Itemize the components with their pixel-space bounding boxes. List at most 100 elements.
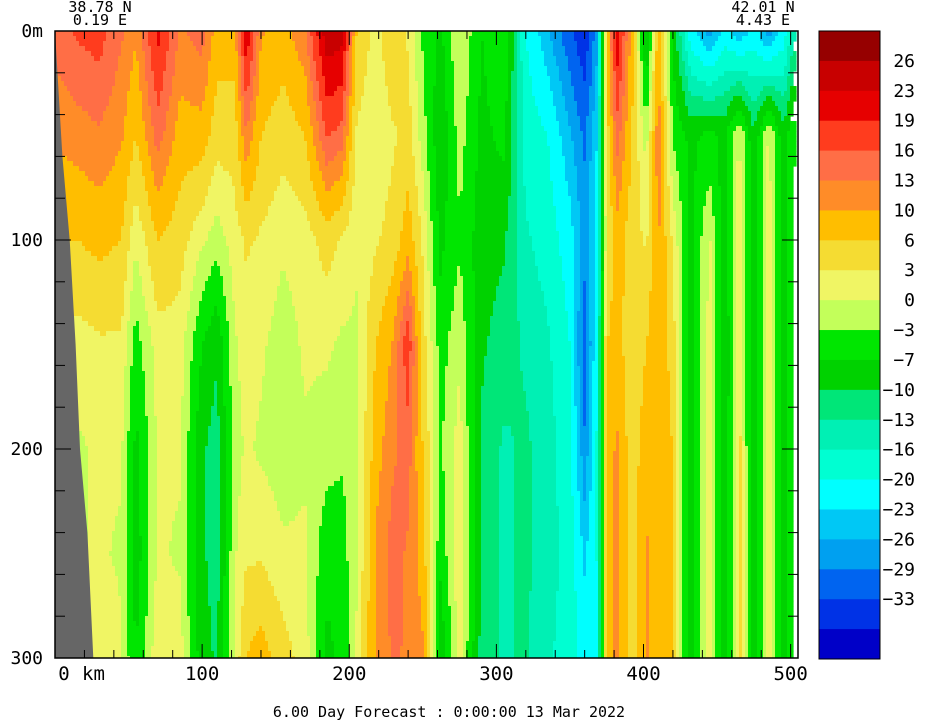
heat-cell bbox=[658, 121, 662, 127]
heat-cell bbox=[772, 376, 776, 382]
heat-cell bbox=[322, 56, 344, 62]
heat-cell bbox=[679, 106, 689, 112]
heat-cell bbox=[574, 371, 581, 377]
heat-cell bbox=[574, 336, 578, 342]
heat-cell bbox=[436, 311, 452, 317]
heat-cell bbox=[601, 96, 605, 102]
heat-cell bbox=[241, 171, 257, 177]
heat-cell bbox=[424, 316, 431, 322]
heat-cell bbox=[307, 76, 311, 82]
heat-cell bbox=[604, 216, 608, 222]
heat-cell bbox=[751, 141, 758, 147]
heat-cell bbox=[82, 316, 122, 322]
heat-cell bbox=[604, 276, 608, 282]
heat-cell bbox=[598, 116, 602, 122]
heat-cell bbox=[670, 216, 677, 222]
heat-cell bbox=[487, 101, 506, 107]
heat-cell bbox=[673, 106, 680, 112]
heat-cell bbox=[439, 226, 446, 232]
heat-cell bbox=[565, 101, 578, 107]
heat-cell bbox=[541, 281, 566, 287]
heat-cell bbox=[745, 356, 752, 362]
heat-cell bbox=[781, 111, 788, 117]
heat-cell bbox=[217, 86, 236, 92]
heat-cell bbox=[349, 121, 353, 127]
heat-cell bbox=[403, 216, 413, 222]
heat-cell bbox=[766, 351, 773, 357]
heat-cell bbox=[574, 156, 584, 162]
heat-cell bbox=[751, 211, 758, 217]
heat-cell bbox=[763, 261, 767, 267]
heat-cell bbox=[610, 31, 614, 37]
heat-cell bbox=[766, 321, 773, 327]
heat-cell bbox=[595, 86, 599, 92]
heat-cell bbox=[133, 266, 140, 272]
heat-cell bbox=[607, 41, 611, 47]
heat-cell bbox=[598, 336, 602, 342]
heat-cell bbox=[550, 346, 572, 352]
heat-cell bbox=[667, 166, 671, 172]
heat-cell bbox=[694, 186, 710, 192]
heat-cell bbox=[595, 96, 599, 102]
heat-cell bbox=[301, 371, 323, 377]
heat-cell bbox=[565, 291, 575, 297]
heat-cell bbox=[124, 221, 134, 227]
heat-cell bbox=[628, 91, 635, 97]
heat-cell bbox=[583, 291, 587, 297]
heat-cell bbox=[256, 101, 275, 107]
heat-cell bbox=[742, 356, 746, 362]
heat-cell bbox=[367, 321, 380, 327]
heat-cell bbox=[712, 266, 716, 272]
heat-cell bbox=[604, 211, 608, 217]
heat-cell bbox=[688, 156, 698, 162]
heat-cell bbox=[409, 331, 413, 337]
heat-cell bbox=[517, 246, 533, 252]
heat-cell bbox=[466, 341, 476, 347]
heat-cell bbox=[748, 136, 758, 142]
heat-cell bbox=[238, 46, 242, 52]
heat-cell bbox=[310, 166, 320, 172]
heat-cell bbox=[577, 46, 590, 52]
heat-cell bbox=[757, 96, 767, 102]
heat-cell bbox=[391, 106, 413, 112]
heat-cell bbox=[772, 326, 776, 332]
heat-cell bbox=[457, 166, 464, 172]
heat-cell bbox=[427, 166, 437, 172]
heat-cell bbox=[544, 301, 566, 307]
heat-cell bbox=[718, 151, 728, 157]
heat-cell bbox=[520, 56, 530, 62]
heat-cell bbox=[103, 111, 128, 117]
heat-cell bbox=[694, 221, 704, 227]
heat-cell bbox=[463, 161, 479, 167]
heat-cell bbox=[148, 191, 179, 197]
heat-cell bbox=[178, 116, 212, 122]
heat-cell bbox=[610, 181, 617, 187]
heat-cell bbox=[745, 286, 752, 292]
heat-cell bbox=[214, 216, 221, 222]
heat-cell bbox=[688, 256, 695, 262]
heat-cell bbox=[652, 106, 656, 112]
heat-cell bbox=[565, 286, 575, 292]
heat-cell bbox=[130, 161, 143, 167]
heat-cell bbox=[676, 321, 680, 327]
heat-cell bbox=[679, 266, 683, 272]
heat-cell bbox=[667, 71, 671, 77]
heat-cell bbox=[205, 31, 215, 37]
heat-cell bbox=[709, 261, 713, 267]
heat-cell bbox=[172, 146, 206, 152]
heat-cell bbox=[601, 116, 605, 122]
heat-cell bbox=[514, 36, 518, 42]
heat-cell bbox=[307, 51, 314, 57]
heat-cell bbox=[604, 101, 608, 107]
heat-cell bbox=[520, 331, 551, 337]
heat-cell bbox=[214, 261, 218, 267]
heat-cell bbox=[475, 296, 497, 302]
heat-cell bbox=[601, 236, 605, 242]
heat-cell bbox=[580, 211, 590, 217]
heat-cell bbox=[514, 41, 518, 47]
heat-cell bbox=[628, 201, 641, 207]
heat-cell bbox=[664, 136, 668, 142]
heat-cell bbox=[460, 266, 473, 272]
heat-cell bbox=[643, 61, 647, 67]
heat-cell bbox=[673, 236, 677, 242]
